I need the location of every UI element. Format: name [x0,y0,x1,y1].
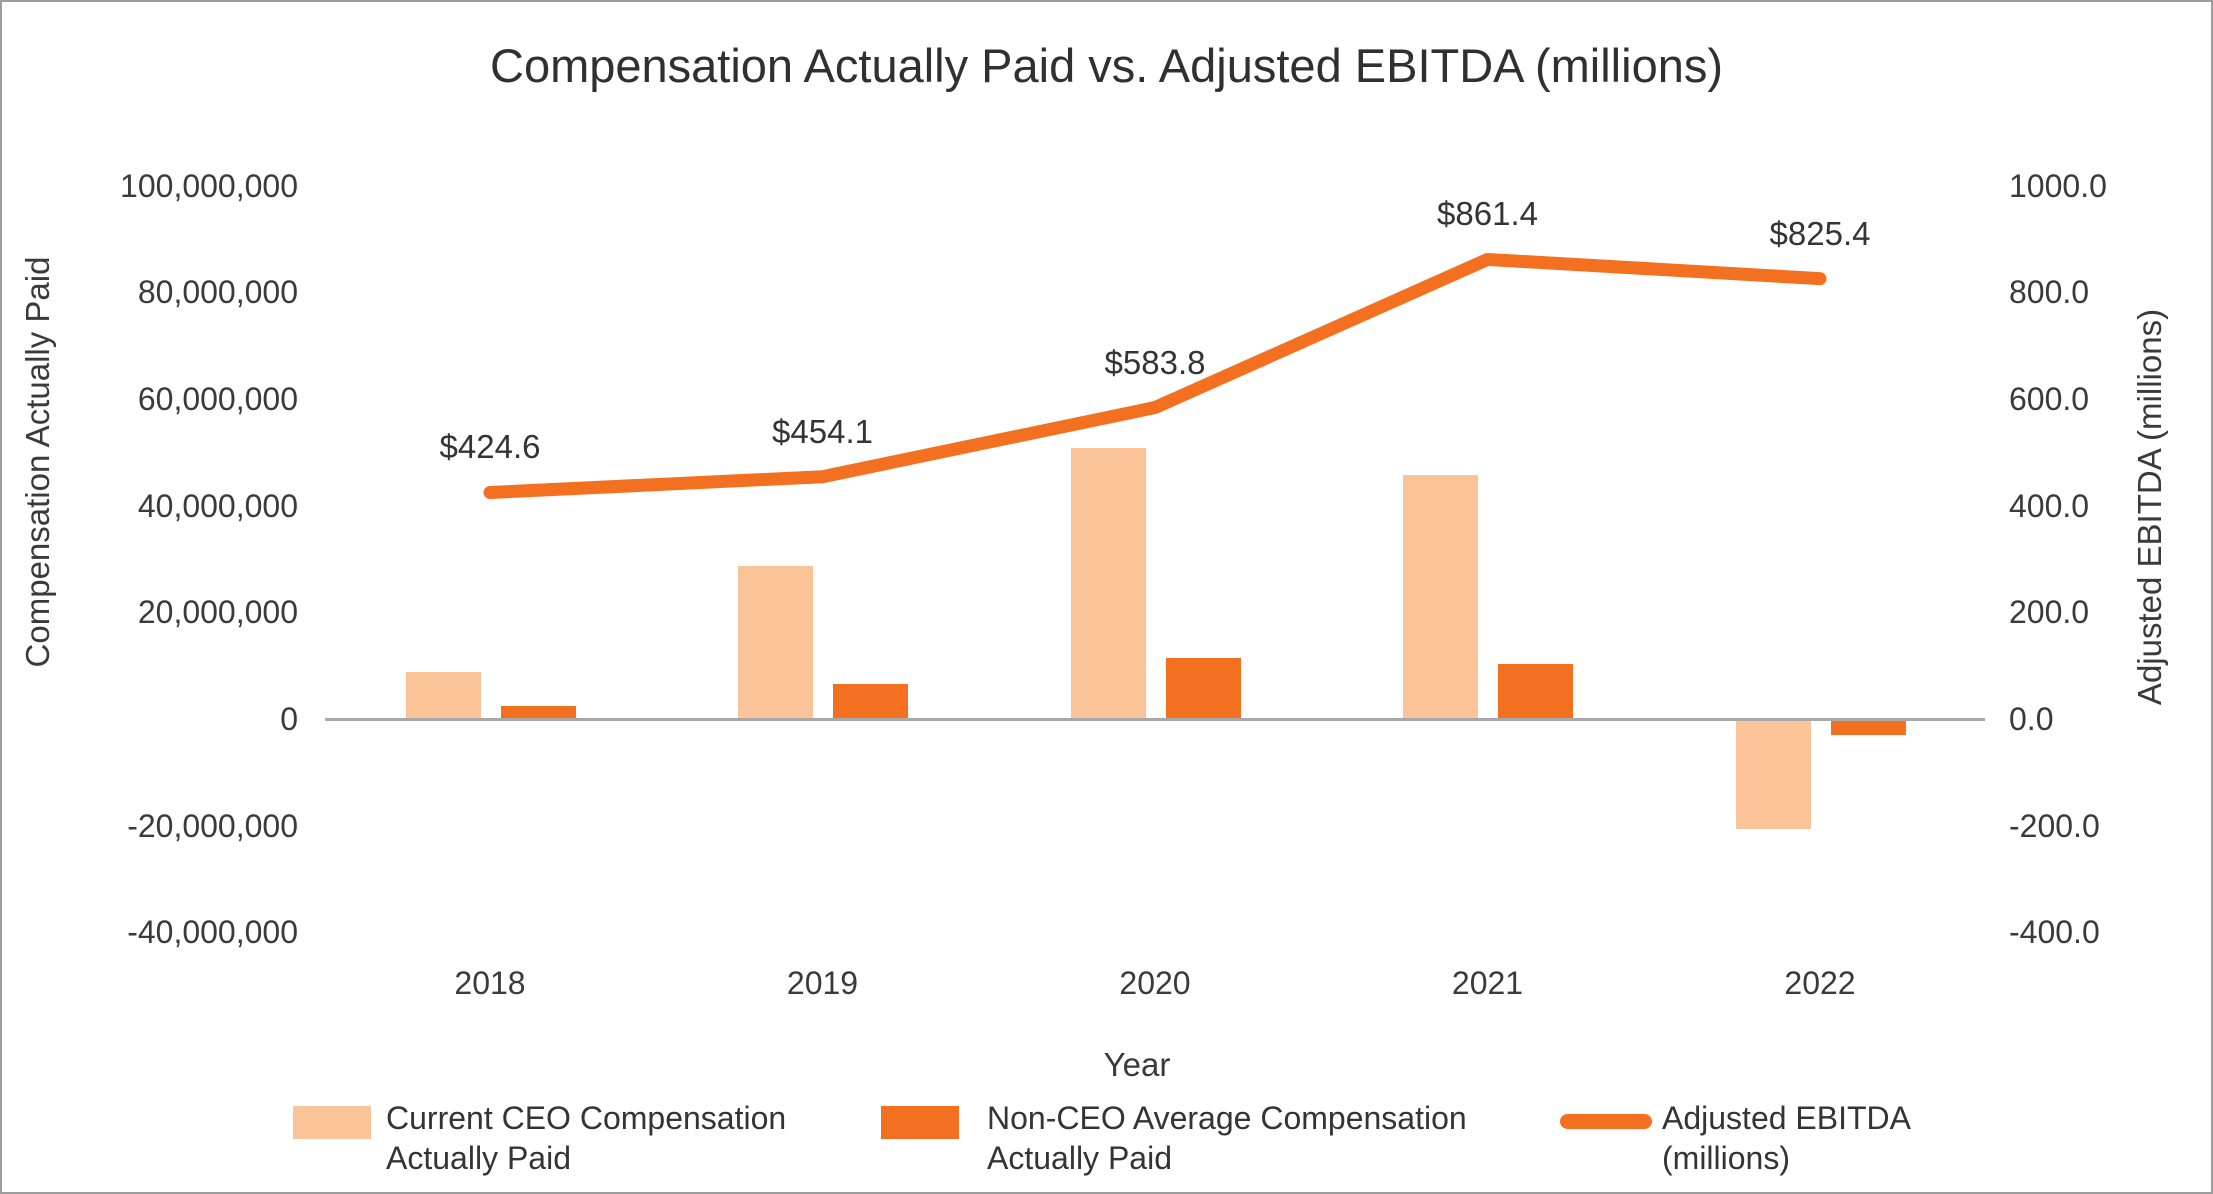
zero-axis-line [325,718,1985,721]
chart-title: Compensation Actually Paid vs. Adjusted … [490,39,1723,92]
legend-label-line: (millions) [1662,1139,1790,1176]
bar-non-ceo-compensation [500,706,576,718]
left-axis-tick-label: 0 [280,701,298,737]
left-axis-tick-label: -40,000,000 [127,914,298,951]
bar-non-ceo-compensation [1830,721,1906,736]
legend-swatch-non-ceo [881,1106,959,1139]
bar-current-ceo-compensation [1403,475,1478,718]
right-axis-tick-label: 1000.0 [2009,167,2107,204]
x-axis-category-label: 2020 [1119,965,1191,1001]
ebitda-point-label: $861.4 [1437,195,1538,233]
ebitda-point-label: $424.6 [439,428,541,466]
legend-label-current-ceo: Current CEO Compensation Actually Paid [386,1099,786,1178]
right-axis-tick-label: -200.0 [2009,807,2100,844]
x-axis-title: Year [1103,1046,1171,1083]
legend-label-line: Actually Paid [386,1139,571,1176]
right-axis-tick-label: 400.0 [2009,487,2090,524]
legend-swatch-ebitda-line [1560,1114,1652,1129]
legend-label-line: Adjusted EBITDA [1662,1100,1911,1136]
legend-label-non-ceo: Non-CEO Average Compensation Actually Pa… [987,1099,1467,1178]
x-axis-category-label: 2019 [786,965,859,1001]
right-axis-tick-label: 600.0 [2009,380,2090,417]
bar-current-ceo-compensation [1070,447,1146,718]
ebitda-point-label: $583.8 [1104,343,1206,381]
bar-non-ceo-compensation [1498,663,1573,718]
left-axis-tick-label: -20,000,000 [127,807,298,844]
legend-label-line: Actually Paid [987,1139,1172,1176]
bar-current-ceo-compensation [1735,721,1811,829]
bar-current-ceo-compensation [738,565,813,718]
right-axis-tick-label: -400.0 [2009,914,2100,951]
bar-current-ceo-compensation [405,672,481,718]
legend-label-ebitda: Adjusted EBITDA (millions) [1662,1099,1911,1178]
legend-swatch-current-ceo [293,1106,371,1139]
bar-non-ceo-compensation [833,683,908,718]
x-axis-category-label: 2022 [1784,965,1856,1001]
ebitda-point-label: $454.1 [772,412,873,450]
left-axis-tick-label: 80,000,000 [137,274,298,311]
left-axis-title: Compensation Actually Paid [19,256,56,668]
legend-label-line: Current CEO Compensation [386,1100,787,1136]
bar-non-ceo-compensation [1165,658,1241,718]
right-axis-tick-label: 200.0 [2009,594,2090,631]
left-axis-tick-label: 20,000,000 [137,594,298,631]
x-axis-category-label: 2021 [1451,965,1524,1001]
left-axis-tick-label: 60,000,000 [137,380,298,417]
right-axis-tick-label: 800.0 [2009,274,2090,311]
right-axis-title: Adjusted EBITDA (millions) [2131,308,2168,706]
right-axis-tick-label: 0.0 [2009,701,2054,737]
left-axis-tick-label: 40,000,000 [137,487,298,524]
x-axis-category-label: 2018 [454,965,526,1001]
left-axis-tick-label: 100,000,000 [120,167,298,204]
ebitda-point-label: $825.4 [1769,214,1871,252]
legend-label-line: Non-CEO Average Compensation [987,1100,1467,1136]
